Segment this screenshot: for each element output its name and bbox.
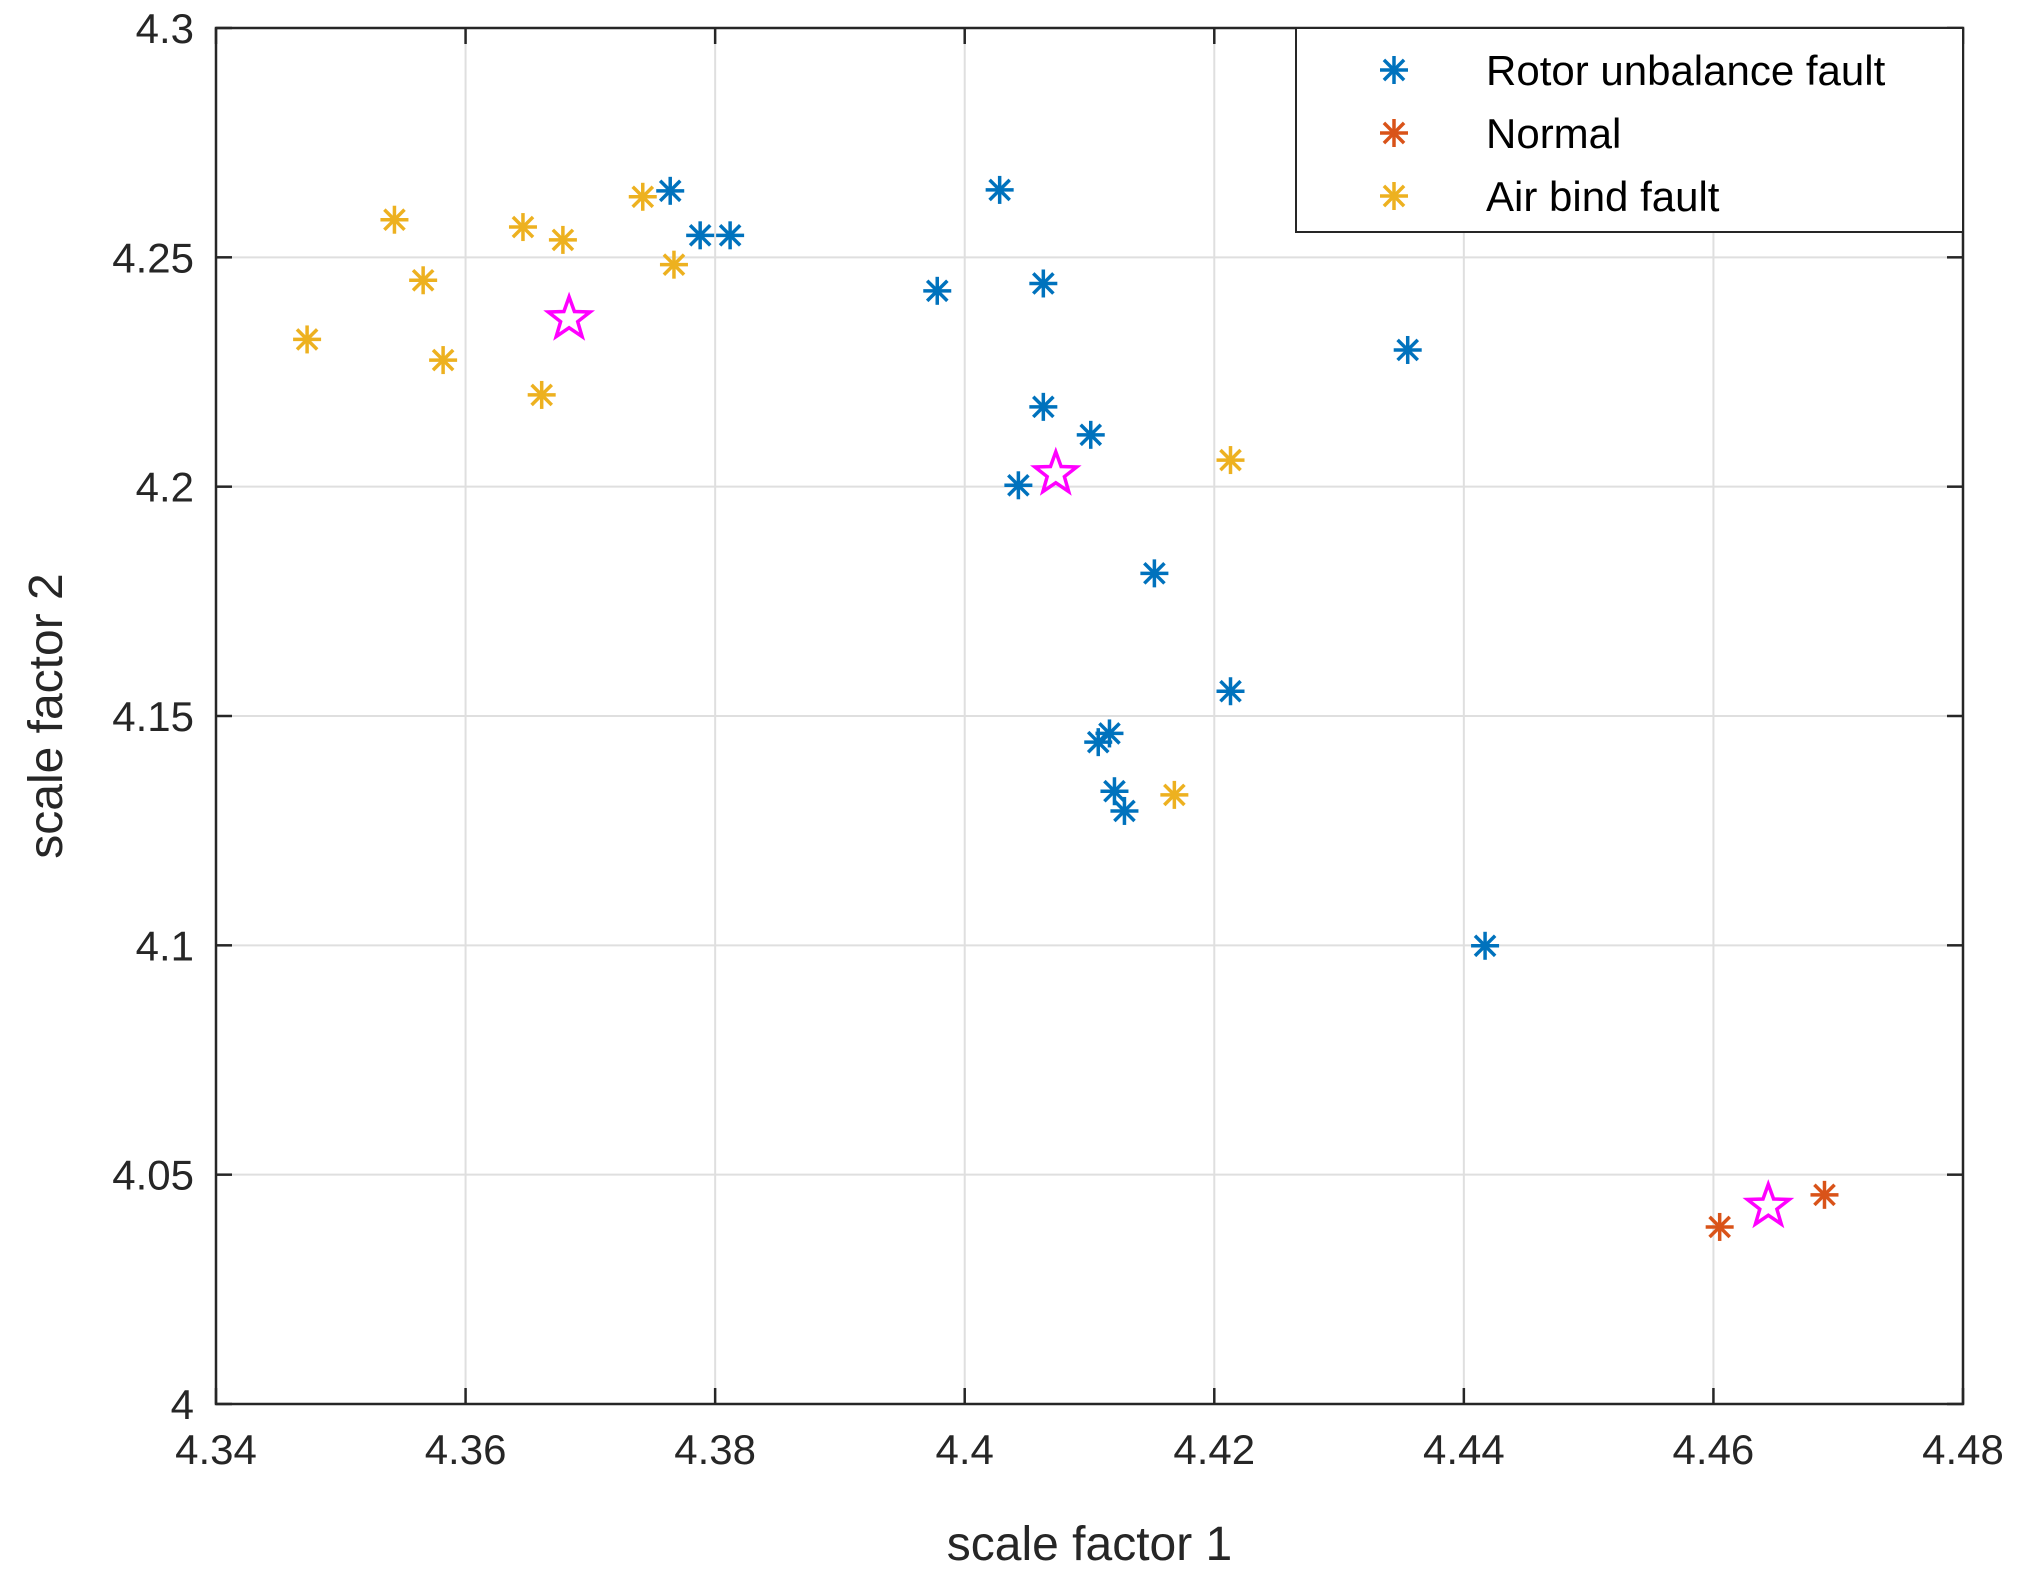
x-tick-label: 4.44 (1423, 1426, 1505, 1473)
centroid-star (1030, 446, 1082, 496)
data-points (293, 175, 1839, 1241)
point-air-bind-fault (628, 182, 657, 211)
legend-markers (1380, 56, 1408, 210)
legend: Rotor unbalance fault Normal Air bind fa… (1295, 27, 1964, 233)
point-air-bind-fault (659, 250, 688, 279)
legend-entry-rotor-unbalance-fault: Rotor unbalance fault (1486, 47, 1886, 94)
x-axis-label: scale factor 1 (947, 1518, 1232, 1571)
plot-frame (214, 26, 1965, 1406)
point-rotor-unbalance-fault (1140, 559, 1169, 588)
centroid-star (1742, 1179, 1795, 1229)
point-rotor-unbalance-fault (1100, 777, 1129, 806)
point-air-bind-fault (1160, 780, 1189, 809)
y-gridlines (216, 256, 1963, 1176)
point-air-bind-fault (527, 380, 556, 409)
point-air-bind-fault (548, 225, 577, 254)
legend-entry-air-bind-fault: Air bind fault (1486, 173, 1720, 220)
x-tick-label: 4.38 (674, 1426, 756, 1473)
legend-marker-rotor-unbalance-fault (1380, 56, 1408, 84)
centroid-star (543, 291, 596, 341)
point-rotor-unbalance-fault (1084, 728, 1113, 757)
y-axis-label: scale factor 2 (20, 573, 73, 858)
point-rotor-unbalance-fault (923, 276, 952, 305)
x-tick-label: 4.4 (936, 1426, 994, 1473)
y-tick-label: 4.25 (112, 234, 194, 281)
x-tick-label: 4.48 (1922, 1426, 2004, 1473)
point-rotor-unbalance-fault (1216, 677, 1245, 706)
x-tick-label: 4.42 (1173, 1426, 1255, 1473)
point-air-bind-fault (508, 213, 537, 242)
x-tick-labels: 4.34 4.36 4.38 4.4 4.42 4.44 4.46 4.48 (175, 1426, 2004, 1473)
point-rotor-unbalance-fault (1471, 931, 1500, 960)
point-rotor-unbalance-fault (1029, 392, 1058, 421)
y-tick-label: 4.2 (136, 464, 194, 511)
legend-marker-air-bind-fault (1380, 182, 1408, 210)
y-tick-label: 4.05 (112, 1152, 194, 1199)
point-normal (1810, 1180, 1839, 1209)
point-rotor-unbalance-fault (1004, 471, 1033, 500)
y-tick-label: 4.3 (136, 5, 194, 52)
y-tick-label: 4.1 (136, 922, 194, 969)
point-air-bind-fault (429, 346, 458, 375)
point-rotor-unbalance-fault (1110, 796, 1139, 825)
point-rotor-unbalance-fault (1393, 335, 1422, 364)
legend-box (1295, 27, 1964, 233)
point-air-bind-fault (1216, 446, 1245, 475)
point-rotor-unbalance-fault (1029, 269, 1058, 298)
point-rotor-unbalance-fault (656, 176, 685, 205)
y-tick-labels: 4 4.05 4.1 4.15 4.2 4.25 4.3 (112, 5, 194, 1428)
legend-marker-normal (1380, 119, 1408, 147)
point-rotor-unbalance-fault (716, 221, 745, 250)
point-rotor-unbalance-fault (985, 175, 1014, 204)
x-tick-label: 4.36 (425, 1426, 507, 1473)
point-rotor-unbalance-fault (1076, 420, 1105, 449)
x-tick-label: 4.46 (1673, 1426, 1755, 1473)
point-air-bind-fault (409, 266, 438, 295)
y-tick-label: 4.15 (112, 693, 194, 740)
x-tick-label: 4.34 (175, 1426, 257, 1473)
legend-entry-normal: Normal (1486, 110, 1621, 157)
y-tick-label: 4 (171, 1381, 194, 1428)
point-rotor-unbalance-fault (686, 221, 715, 250)
point-air-bind-fault (380, 205, 409, 234)
point-air-bind-fault (293, 325, 322, 354)
point-normal (1705, 1212, 1734, 1241)
